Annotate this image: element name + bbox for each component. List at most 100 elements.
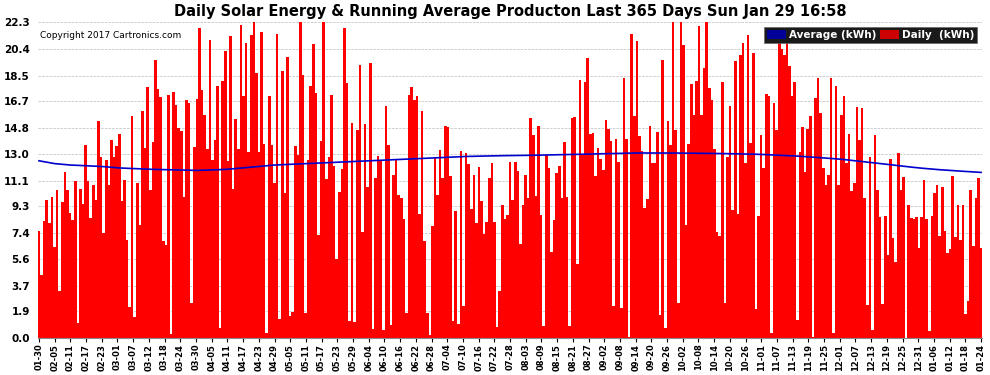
Bar [740,55,742,338]
Bar [390,325,392,338]
Bar [76,323,79,338]
Bar [193,147,196,338]
Bar [408,95,411,338]
Bar [142,111,144,338]
Bar [281,71,283,338]
Bar [237,149,240,338]
Bar [434,158,437,338]
Bar [110,140,113,338]
Bar [498,291,501,338]
Bar [493,222,496,338]
Bar [734,61,737,338]
Bar [744,163,746,338]
Bar [584,82,586,338]
Bar [485,222,488,338]
Bar [939,237,940,338]
Bar [742,43,744,338]
Bar [915,217,918,338]
Bar [113,157,115,338]
Bar [84,145,87,338]
Bar [964,314,967,338]
Bar [636,41,639,338]
Bar [255,72,257,338]
Bar [874,135,876,338]
Bar [162,241,164,338]
Bar [449,176,451,338]
Bar [889,159,892,338]
Bar [754,309,757,338]
Bar [623,78,626,338]
Bar [172,92,175,338]
Bar [946,252,948,338]
Bar [136,183,139,338]
Bar [361,232,363,338]
Bar [307,159,310,338]
Bar [348,321,350,338]
Bar [954,237,956,338]
Bar [421,111,424,338]
Bar [491,163,493,338]
Bar [169,333,172,338]
Bar [532,135,535,338]
Bar [814,99,817,338]
Bar [151,142,154,338]
Bar [842,96,845,338]
Bar [807,129,809,338]
Bar [263,144,265,338]
Bar [164,245,167,338]
Bar [371,328,374,338]
Bar [765,94,767,338]
Bar [855,106,858,338]
Bar [87,181,89,338]
Bar [310,86,312,338]
Bar [956,205,959,338]
Bar [403,219,405,338]
Bar [682,45,685,338]
Bar [980,248,982,338]
Bar [913,219,915,338]
Bar [431,225,434,338]
Bar [353,322,356,338]
Bar [550,252,552,338]
Bar [182,197,185,338]
Bar [299,22,302,338]
Bar [858,140,860,338]
Bar [333,166,336,338]
Bar [762,168,765,338]
Bar [669,145,672,338]
Bar [902,177,905,338]
Bar [700,116,703,338]
Bar [918,248,921,338]
Bar [514,162,517,338]
Bar [105,160,108,338]
Bar [129,307,131,338]
Bar [397,195,400,338]
Bar [791,96,793,338]
Bar [977,178,980,338]
Bar [830,78,833,338]
Bar [102,233,105,338]
Bar [227,161,230,338]
Bar [509,162,511,338]
Bar [892,238,894,338]
Bar [312,44,315,338]
Bar [923,180,926,338]
Bar [260,32,263,338]
Bar [841,115,842,338]
Bar [967,301,969,338]
Bar [809,116,812,338]
Bar [845,163,847,338]
Bar [746,35,749,338]
Bar [900,190,902,338]
Bar [692,115,695,338]
Bar [338,192,341,338]
Bar [330,95,333,338]
Bar [506,215,509,338]
Bar [291,312,294,338]
Bar [374,178,377,338]
Bar [522,205,525,338]
Bar [454,211,457,338]
Bar [424,242,426,338]
Bar [578,80,581,338]
Bar [232,189,235,338]
